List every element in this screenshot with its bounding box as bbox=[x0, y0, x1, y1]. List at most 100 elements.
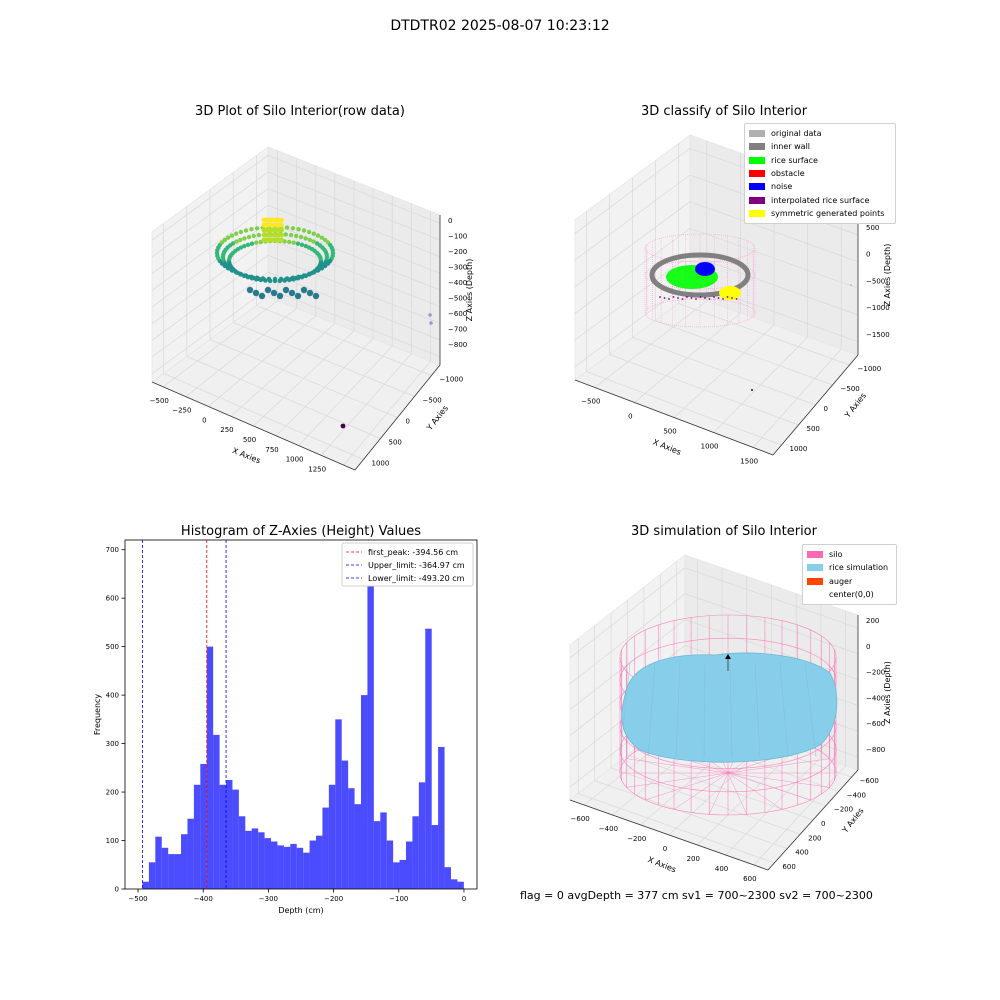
histogram-y-tick-label: 0 bbox=[115, 886, 119, 894]
histogram-y-axis-label: Frequency bbox=[93, 694, 102, 736]
simulation-mesh-line bbox=[729, 662, 733, 758]
histogram-bar bbox=[290, 843, 297, 889]
raw-point bbox=[319, 266, 325, 271]
histogram-bar bbox=[405, 841, 413, 889]
histogram-bar bbox=[373, 821, 381, 889]
raw-point bbox=[311, 231, 316, 236]
classify-legend-swatch bbox=[749, 143, 765, 151]
raw-peak-point bbox=[279, 232, 284, 238]
raw-y-axis-label: Y Axies bbox=[424, 404, 450, 433]
raw-y-tick-label: 500 bbox=[389, 439, 402, 447]
raw-lower-point bbox=[306, 289, 314, 297]
classify-interpolated-point bbox=[672, 296, 675, 298]
classify-y-tick-label: −500 bbox=[841, 385, 860, 393]
raw-lower-point bbox=[258, 292, 266, 300]
classify-noise bbox=[695, 262, 715, 276]
raw-lower-point bbox=[282, 286, 290, 294]
classify-gridline-y bbox=[632, 337, 816, 406]
simulation-x-tick-label: 400 bbox=[715, 865, 728, 873]
simulation-y-tick-label: −200 bbox=[834, 806, 853, 814]
raw-z-tick-label: −700 bbox=[448, 326, 467, 334]
classify-interpolated-point bbox=[713, 296, 715, 298]
histogram-bar bbox=[206, 646, 214, 889]
histogram-bar bbox=[431, 825, 439, 889]
raw-gridline-z bbox=[151, 204, 441, 291]
classify-plot-title: 3D classify of Silo Interior bbox=[640, 104, 808, 119]
raw-point bbox=[238, 237, 243, 243]
raw-point bbox=[287, 239, 292, 245]
raw-outlier-point bbox=[340, 423, 346, 429]
raw-gridline-y bbox=[209, 339, 398, 418]
raw-point bbox=[284, 225, 290, 230]
classify-interpolated-point bbox=[699, 296, 702, 298]
simulation-y-tick-label: 400 bbox=[795, 849, 808, 857]
classify-legend-swatch bbox=[749, 130, 765, 138]
classify-interpolated-point bbox=[695, 298, 697, 300]
classify-interpolated-point bbox=[690, 297, 693, 299]
simulation-mesh-line bbox=[675, 662, 681, 758]
histogram-bar bbox=[264, 838, 272, 889]
classify-interpolated-point bbox=[681, 298, 684, 300]
histogram-bar bbox=[457, 881, 464, 889]
histogram-x-axis-label: Depth (cm) bbox=[278, 906, 323, 915]
simulation-legend-label: auger bbox=[829, 576, 853, 586]
raw-lower-point bbox=[246, 286, 254, 294]
classify-legend-entry: noise bbox=[749, 180, 891, 193]
classify-legend-swatch bbox=[749, 209, 765, 217]
histogram-bar bbox=[258, 832, 265, 889]
raw-y-tick-label: −500 bbox=[423, 397, 442, 405]
histogram-legend-label: Upper_limit: -364.97 cm bbox=[368, 561, 465, 570]
classify-y-axis-label: Y Axies bbox=[842, 391, 868, 420]
raw-point bbox=[323, 263, 328, 269]
simulation-silo-floor-spoke bbox=[626, 772, 729, 788]
histogram-x-tick-label: −100 bbox=[389, 895, 408, 903]
classify-gridline-y bbox=[655, 320, 833, 386]
histogram-legend-label: Lower_limit: -493.20 cm bbox=[368, 574, 465, 583]
classify-x-tick-label: 1500 bbox=[740, 458, 758, 466]
raw-point bbox=[243, 228, 249, 233]
raw-point bbox=[263, 278, 268, 283]
simulation-mesh-line bbox=[703, 662, 706, 758]
simulation-z-tick-label: −800 bbox=[866, 746, 885, 754]
raw-z-axis-label: Z Axies (Depth) bbox=[465, 259, 474, 322]
histogram-bar bbox=[155, 836, 162, 889]
histogram-bar bbox=[303, 852, 310, 889]
classify-symmetric-points bbox=[719, 286, 741, 300]
histogram-bar bbox=[296, 847, 304, 889]
classify-gridline-z bbox=[574, 201, 859, 287]
simulation-y-tick-label: 200 bbox=[808, 834, 821, 842]
raw-point bbox=[291, 240, 296, 245]
classify-noise-outlier bbox=[850, 284, 852, 286]
raw-point bbox=[311, 239, 316, 244]
raw-point bbox=[319, 235, 325, 240]
simulation-legend-entry: silo bbox=[807, 548, 892, 561]
raw-lower-point bbox=[276, 292, 284, 300]
histogram-bar bbox=[393, 862, 400, 889]
simulation-z-tick-label: −400 bbox=[866, 694, 885, 702]
simulation-legend-label: center(0,0) bbox=[829, 590, 874, 600]
classify-z-tick-label: −500 bbox=[866, 277, 885, 285]
histogram-y-tick-label: 100 bbox=[106, 837, 119, 845]
histogram-x-tick-label: −500 bbox=[128, 895, 147, 903]
simulation-mesh-line bbox=[647, 662, 656, 758]
simulation-x-tick-label: 600 bbox=[743, 875, 756, 883]
histogram-bars bbox=[142, 559, 464, 890]
histogram-bar bbox=[168, 854, 175, 889]
simulation-rice-surface bbox=[621, 652, 838, 763]
simulation-silo-floor-spoke bbox=[673, 772, 729, 810]
simulation-legend-swatch bbox=[807, 591, 823, 599]
raw-point bbox=[303, 243, 308, 249]
simulation-legend-entry: center(0,0) bbox=[807, 588, 892, 601]
raw-x-tick-label: 750 bbox=[265, 446, 278, 454]
histogram-x-tick-label: −300 bbox=[259, 895, 278, 903]
histogram-bar bbox=[418, 782, 426, 889]
raw-point bbox=[249, 241, 255, 246]
classify-legend-entry: symmetric generated points bbox=[749, 207, 891, 220]
classify-legend-label: symmetric generated points bbox=[771, 208, 885, 218]
histogram-bar bbox=[386, 840, 394, 889]
classify-legend-entry: inner wall bbox=[749, 140, 891, 153]
histogram-bar bbox=[354, 804, 361, 889]
figure-title: DTDTR02 2025-08-07 10:23:12 bbox=[390, 18, 610, 34]
raw-point bbox=[242, 273, 247, 279]
classify-x-tick-label: −500 bbox=[581, 398, 600, 406]
